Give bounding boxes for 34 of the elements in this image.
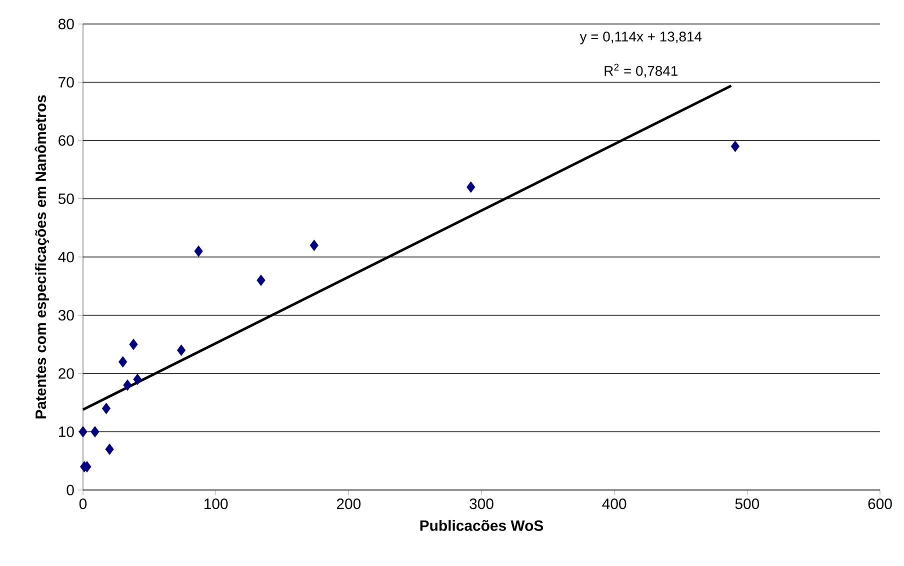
y-tick-label: 80 [58,18,74,30]
point [105,444,114,455]
x-tick-label: 300 [470,498,494,510]
point [118,356,128,368]
x-tick-label: 500 [735,498,760,510]
x-tick-label: 100 [204,498,228,510]
point [129,338,138,350]
x-tick-label: 400 [602,498,626,510]
x-axis-title: Publicacões WoS [420,520,544,531]
point [310,240,318,252]
point [466,181,476,193]
y-axis-title: Patentes com especificações em Nanômetros [34,95,50,418]
point [90,426,100,438]
point [256,274,266,286]
y-tick-label: 40 [58,252,74,262]
y-tick-label: 60 [58,135,74,146]
point [123,379,132,391]
annotation: y = 0,114x + 13,814 [580,32,702,44]
annotation: R$^{2}$ = 0,7841 [604,64,678,78]
point [194,245,203,257]
y-tick-label: 10 [59,426,74,438]
point [176,344,186,356]
x-tick-label: 200 [336,498,361,510]
x-tick-label: 0 [79,498,87,510]
point [78,426,88,438]
x-tick-label: 600 [868,498,892,510]
point [730,140,740,152]
y-tick-label: 70 [58,76,74,88]
y-tick-label: 50 [58,193,74,204]
y-tick-label: 20 [58,368,74,379]
y-tick-label: 0 [66,484,74,496]
point [102,402,111,414]
y-tick-label: 30 [58,310,74,321]
point [133,374,142,386]
